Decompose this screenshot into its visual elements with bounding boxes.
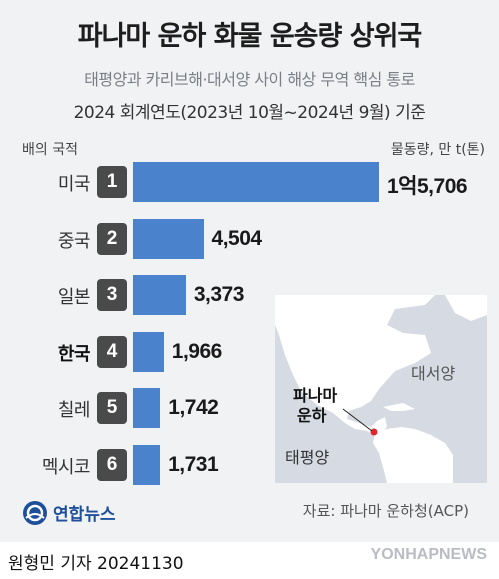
- country-label: 일본: [57, 287, 91, 308]
- country-label: 미국: [57, 174, 91, 195]
- map-south-america: [373, 427, 453, 483]
- source-label: 자료: 파나마 운하청(ACP): [302, 502, 469, 520]
- country-label: 칠레: [57, 400, 91, 421]
- panama-canal-map: 파나마 운하 대서양 태평양: [275, 295, 487, 483]
- map-cuba: [383, 403, 415, 411]
- country-label: 중국: [57, 230, 91, 252]
- rank-badge: 6: [97, 448, 127, 481]
- pacific-label: 태평양: [285, 448, 329, 467]
- bar: [133, 331, 164, 372]
- rank-badge: 4: [97, 335, 127, 368]
- bar: [133, 162, 379, 202]
- atlantic-label: 대서양: [411, 364, 455, 383]
- rank-badge: 5: [97, 392, 127, 424]
- canal-label-line1: 파나마: [293, 386, 337, 405]
- yonhap-logo-icon: [23, 501, 47, 525]
- period-label: 2024 회계연도(2023년 10월~2024년 9월) 기준: [73, 103, 426, 123]
- country-label: 멕시코: [41, 456, 91, 478]
- canal-marker: [370, 428, 378, 436]
- value-label: 1,966: [171, 339, 223, 363]
- unit-label: 물동량, 만 t(톤): [390, 142, 485, 158]
- bar: [133, 275, 186, 315]
- rank-badge: 3: [97, 279, 127, 311]
- country-column-label: 배의 국적: [22, 142, 78, 158]
- rank-badge: 1: [97, 166, 127, 198]
- bar: [133, 444, 161, 485]
- bar: [133, 218, 204, 259]
- watermark: YONHAPNEWS: [370, 546, 487, 563]
- value-label: 1억5,706: [387, 175, 468, 198]
- country-label: 한국: [57, 343, 91, 365]
- map-north-america: [275, 295, 435, 435]
- value-label: 1,742: [168, 396, 219, 419]
- value-label: 4,504: [211, 226, 263, 250]
- value-label: 1,731: [168, 452, 219, 476]
- chart-title: 파나마 운하 화물 운송량 상위국: [77, 21, 423, 52]
- canal-leader-line: [342, 408, 373, 432]
- bar: [133, 388, 161, 428]
- value-label: 3,373: [193, 283, 245, 306]
- canal-label-line2: 운하: [297, 406, 327, 425]
- chart-subtitle: 태평양과 카리브해·대서양 사이 해상 무역 핵심 통로: [84, 70, 415, 89]
- byline: 원형민 기자 20241130: [8, 554, 184, 574]
- map-greenland: [445, 295, 487, 321]
- logo-text: 연합뉴스: [53, 505, 116, 525]
- rank-badge: 2: [97, 222, 127, 255]
